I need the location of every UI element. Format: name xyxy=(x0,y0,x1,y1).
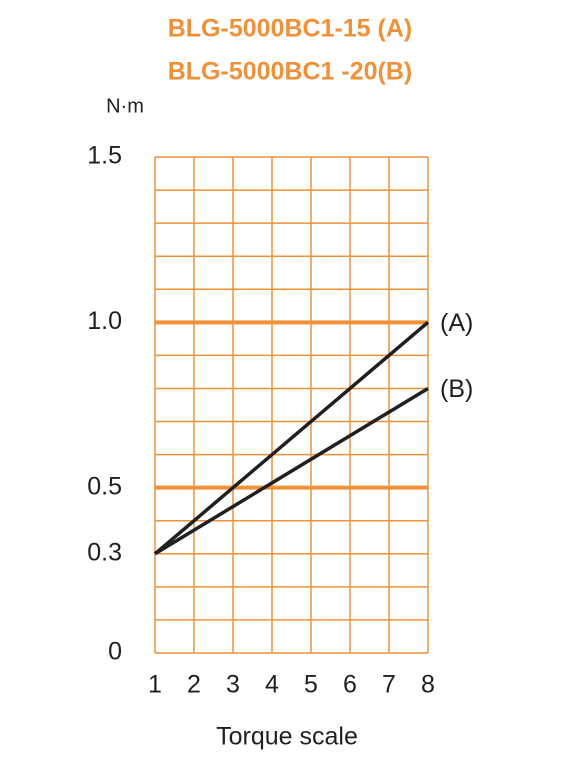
x-tick-label: 5 xyxy=(304,671,318,699)
x-tick-label: 6 xyxy=(343,671,357,699)
chart-title: BLG-5000BC1-15 (A) xyxy=(168,15,413,43)
y-tick-label: 0 xyxy=(108,638,122,666)
x-tick-label: 2 xyxy=(187,671,201,699)
series-line xyxy=(154,386,429,556)
series-label: (A) xyxy=(440,309,473,337)
grid xyxy=(154,156,429,654)
x-tick-label: 4 xyxy=(265,671,279,699)
chart-subtitle: BLG-5000BC1 -20(B) xyxy=(168,58,413,86)
x-tick-label: 7 xyxy=(382,671,396,699)
y-tick-label: 1.5 xyxy=(87,142,122,170)
x-tick-label: 3 xyxy=(226,671,240,699)
y-tick-label: 1.0 xyxy=(87,307,122,335)
series-label: (B) xyxy=(440,375,473,403)
x-tick-label: 8 xyxy=(421,671,435,699)
series-line xyxy=(153,320,430,556)
y-tick-label: 0.3 xyxy=(87,538,122,566)
x-axis-label: Torque scale xyxy=(216,723,358,751)
x-tick-label: 1 xyxy=(148,671,162,699)
y-tick-label: 0.5 xyxy=(87,472,122,500)
y-axis-label: N·m xyxy=(106,95,144,117)
